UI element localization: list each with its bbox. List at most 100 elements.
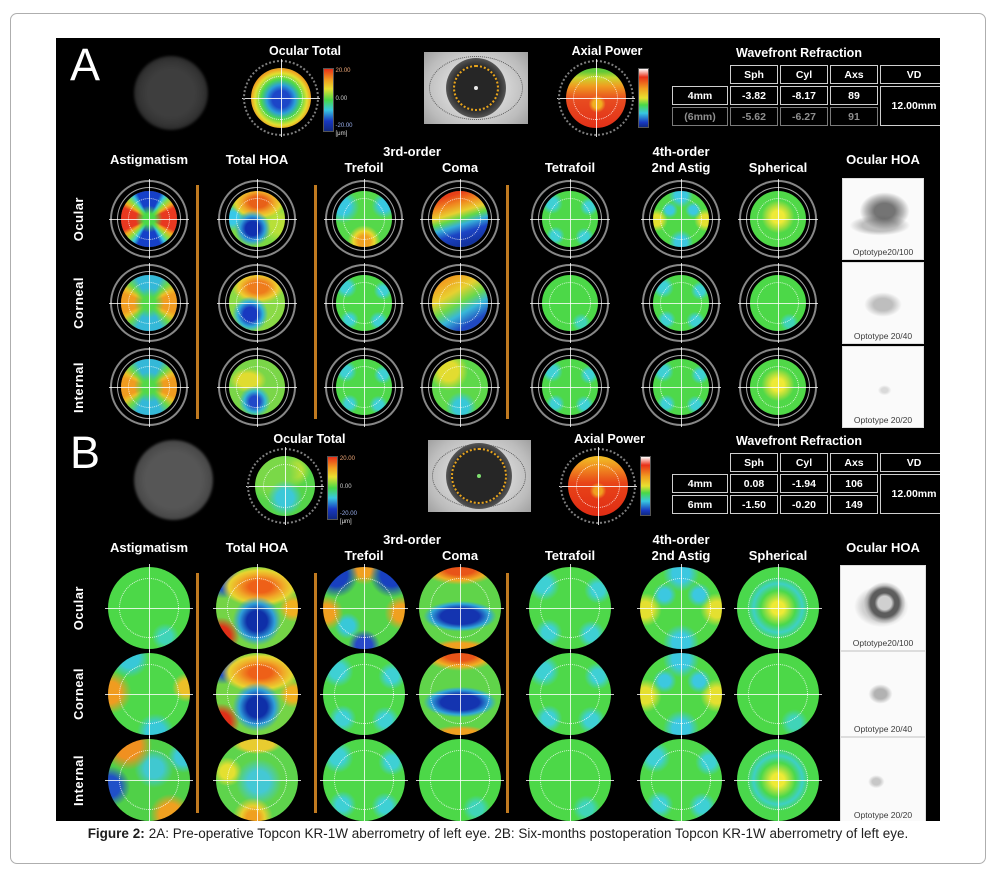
map-inner-circle — [747, 663, 809, 725]
axial-power-map — [556, 59, 635, 137]
wf-axs-6mm: 91 — [830, 107, 878, 126]
aberration-map-corneal-total-hoa — [213, 650, 301, 738]
color-scale-bar — [326, 456, 338, 520]
wf-col-axs: Axs — [830, 65, 878, 84]
map-cell — [198, 347, 316, 427]
wf-col-vd: VD — [880, 65, 940, 84]
aberration-map-corneal-astigmatism — [105, 650, 193, 738]
map-inner-circle — [128, 198, 170, 240]
color-scale-bar — [322, 68, 334, 132]
map-cell — [508, 650, 632, 738]
map-cell — [198, 564, 316, 652]
header-ocular-hoa: Ocular HOA — [846, 540, 920, 555]
map-inner-circle — [343, 198, 385, 240]
map-inner-circle — [439, 366, 481, 408]
caption-label: Figure 2: — [87, 826, 145, 841]
map-cell — [508, 263, 632, 343]
aberration-map-corneal-2nd-astig — [637, 650, 725, 738]
optotype-label: Optotype 20/20 — [853, 810, 913, 820]
map-inner-circle — [539, 663, 601, 725]
map-inner-circle — [747, 577, 809, 639]
map-inner-circle — [650, 577, 712, 639]
map-inner-circle — [429, 663, 491, 725]
map-inner-circle — [439, 198, 481, 240]
map-inner-circle — [226, 577, 288, 639]
aberration-map-corneal-trefoil — [320, 650, 408, 738]
map-cell — [632, 347, 730, 427]
panel-a: A Ocular Total 20.00 0.00 -20.00 [μm] — [56, 38, 940, 429]
axial-color-scale-bar — [640, 456, 652, 516]
axial-color-scale-bar — [637, 68, 649, 128]
aberration-map-internal-tetrafoil — [530, 347, 610, 427]
map-inner-circle — [128, 282, 170, 324]
panel-a-header-strip: A Ocular Total 20.00 0.00 -20.00 [μm] — [56, 38, 940, 144]
map-cell — [412, 564, 508, 652]
optotype-box: Optotype 20/20 — [840, 737, 926, 821]
wavefront-table: Sph Cyl Axs VD 4mm -3.82 -8.17 89 12.00m… — [670, 63, 940, 128]
map-inner-circle — [333, 577, 395, 639]
map-tick-marks — [557, 60, 634, 136]
header-ocular-hoa: Ocular HOA — [846, 152, 920, 167]
map-inner-circle — [650, 749, 712, 811]
wf-axs-6mm: 149 — [830, 495, 879, 514]
map-cell — [100, 564, 198, 652]
optotype-box: Optotype20/100 — [840, 565, 926, 651]
map-inner-circle — [757, 366, 799, 408]
aberration-map-ocular-trefoil — [320, 564, 408, 652]
aberration-map-ocular-total-hoa — [213, 564, 301, 652]
axial-power-title: Axial Power — [571, 44, 643, 58]
map-cell — [198, 736, 316, 821]
optotype-cell: Optotype 20/40 — [826, 262, 940, 344]
pupil-image — [134, 56, 208, 130]
optotype-label: Optotype 20/40 — [853, 331, 913, 341]
optotype-label: Optotype20/100 — [852, 247, 914, 257]
row-label-internal: Internal — [70, 361, 86, 413]
wavefront-refraction: Wavefront Refraction Sph Cyl Axs VD 4mm … — [670, 44, 940, 128]
map-inner-circle — [118, 577, 180, 639]
ocular-total-title: Ocular Total — [268, 44, 341, 58]
column-separator — [314, 573, 317, 813]
aberration-map-corneal-2nd-astig — [641, 263, 721, 343]
panel-b: B Ocular Total 20.00 0.00 -20.00 [μm] — [56, 426, 940, 821]
map-cell — [508, 179, 632, 259]
ocular-total-map — [241, 59, 320, 137]
wf-zone-6mm: 6mm — [672, 495, 729, 514]
column-separator — [196, 185, 199, 419]
wf-col-cyl: Cyl — [780, 453, 829, 472]
header-astigmatism: Astigmatism — [109, 152, 189, 167]
aberration-map-ocular-tetrafoil — [530, 179, 610, 259]
aberration-map-ocular-astigmatism — [105, 564, 193, 652]
map-inner-circle — [757, 198, 799, 240]
wf-sph-6mm: -5.62 — [730, 107, 778, 126]
header-total-hoa: Total HOA — [225, 540, 289, 555]
eye-photo — [424, 52, 528, 124]
map-cell — [412, 263, 508, 343]
header-coma: Coma — [441, 548, 479, 563]
optotype-cell: Optotype 20/20 — [826, 346, 940, 428]
wf-zone-4mm: 4mm — [672, 86, 728, 105]
aberration-map-ocular-spherical — [738, 179, 818, 259]
scale-max: 20.00 — [335, 68, 351, 74]
wf-col-sph: Sph — [730, 65, 778, 84]
map-row-ocular: Ocular Optotype20/100 — [56, 564, 940, 652]
wf-axs-4mm: 106 — [830, 474, 879, 493]
optotype-box: Optotype20/100 — [842, 178, 924, 260]
ocular-total-title: Ocular Total — [273, 432, 346, 446]
map-inner-circle — [439, 282, 481, 324]
map-cell — [316, 736, 412, 821]
optotype-blur-image — [843, 263, 923, 343]
panel-label: A — [70, 39, 101, 90]
wf-sph-6mm: -1.50 — [730, 495, 779, 514]
header-total-hoa: Total HOA — [225, 152, 289, 167]
map-inner-circle — [539, 577, 601, 639]
wf-col-cyl: Cyl — [780, 65, 828, 84]
aberration-map-grid: Ocular Optotype20/100 Corneal Optotype 20/4… — [56, 177, 940, 429]
map-inner-circle — [343, 366, 385, 408]
row-label-corneal: Corneal — [70, 668, 86, 720]
color-scale-labels: 20.00 0.00 -20.00 [μm] — [334, 68, 360, 138]
scale-mid: 0.00 — [335, 96, 348, 102]
map-inner-circle — [118, 663, 180, 725]
wf-axs-4mm: 89 — [830, 86, 878, 105]
group-header-4th-order: 4th-order — [652, 144, 710, 159]
map-inner-circle — [333, 663, 395, 725]
